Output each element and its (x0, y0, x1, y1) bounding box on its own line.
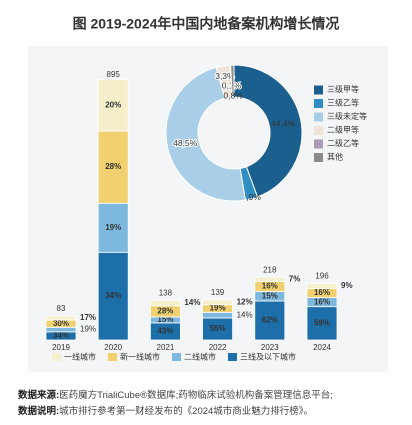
legend-label: 一线城市 (64, 352, 96, 362)
note: 数据说明:城市排行参考第一财经发布的《2024城市商业魅力排行榜》。 (17, 405, 313, 417)
data-label: 12% (237, 297, 253, 306)
data-label: 19% (80, 325, 96, 334)
bar-segment (306, 283, 338, 289)
data-label: 28% (157, 306, 173, 315)
data-label: 16% (262, 282, 278, 291)
bar-segment (97, 79, 129, 132)
data-label: 7% (289, 274, 301, 283)
bar-segment (45, 315, 77, 321)
legend-label: 二级甲等 (327, 125, 359, 135)
data-label: 16% (314, 297, 330, 306)
data-label: 20% (105, 100, 121, 109)
note-text: 城市排行参考第一财经发布的《2024城市商业魅力排行榜》。 (59, 405, 313, 417)
legend-swatch (52, 353, 61, 361)
x-tick-label: 2024 (313, 343, 331, 352)
total-label: 139 (211, 288, 225, 297)
legend-label: 三级甲等 (327, 84, 359, 94)
legend-label: 其他 (327, 152, 343, 162)
data-label: 43% (157, 327, 173, 336)
data-label: 9% (341, 281, 353, 290)
data-label: 19% (105, 223, 121, 232)
donut-slice (233, 64, 303, 198)
legend-swatch (314, 99, 323, 108)
bar-segment (254, 300, 286, 341)
note: 数据来源:医药魔方TrialiCube®数据库;药物临床试验机构备案管理信息平台… (17, 389, 333, 401)
legend-label: 三线及以下城市 (240, 352, 296, 362)
data-label: 62% (262, 316, 278, 325)
legend-swatch (314, 139, 323, 149)
note-label: 数据来源: (17, 389, 59, 401)
donut-slice (165, 66, 247, 202)
x-tick-label: 2023 (261, 343, 279, 352)
bar-segment (306, 306, 338, 341)
total-label: 196 (315, 272, 329, 281)
data-label: 15% (262, 291, 278, 300)
x-tick-label: 2021 (157, 343, 175, 352)
note-text: 医药魔方TrialiCube®数据库;药物临床试验机构备案管理信息平台; (59, 389, 333, 401)
legend-swatch (314, 126, 323, 135)
total-label: 895 (107, 70, 121, 79)
legend-swatch (108, 353, 117, 361)
bar-segment (97, 202, 129, 253)
bar-segment (254, 276, 286, 282)
x-tick-label: 2019 (52, 343, 70, 352)
data-label: 14% (184, 298, 200, 307)
data-label: 59% (314, 318, 330, 327)
data-label: 34% (53, 331, 69, 340)
total-label: 218 (263, 265, 277, 274)
data-label: 28% (105, 162, 121, 171)
legend-label: 三级未定等 (327, 111, 367, 121)
data-label: 30% (53, 319, 69, 328)
bar-segment (97, 130, 129, 204)
legend-label: 二线城市 (184, 352, 216, 362)
data-label: 16% (314, 288, 330, 297)
data-label: 44,4% (271, 118, 296, 128)
legend-swatch (314, 85, 323, 95)
data-label: 48,5% (173, 138, 198, 148)
data-label: 0,8% (223, 90, 243, 100)
legend-label: 三级乙等 (327, 98, 359, 108)
data-label: 14% (237, 310, 253, 319)
legend-swatch (172, 353, 181, 361)
data-label: 34% (105, 291, 121, 300)
data-label: 2,9% (242, 192, 262, 202)
legend-label: 二级乙等 (327, 138, 359, 148)
x-tick-label: 2020 (104, 343, 122, 352)
x-tick-label: 2022 (209, 343, 227, 352)
bar-segment (202, 299, 234, 306)
bar-segment (202, 311, 234, 319)
bar-segment (149, 299, 181, 307)
donut-slice (230, 64, 235, 98)
total-label: 138 (159, 288, 173, 297)
data-label: 55% (210, 324, 226, 333)
legend-swatch (314, 153, 323, 162)
bar-segment (45, 326, 77, 333)
legend-swatch (314, 112, 323, 122)
data-label: 17% (80, 313, 96, 322)
data-label: 19% (210, 304, 226, 313)
legend-swatch (228, 353, 237, 361)
chart-title: 图 2019-2024年中国内地备案机构增长情况 (73, 16, 340, 32)
data-label: 15% (157, 315, 173, 324)
note-label: 数据说明: (17, 405, 59, 417)
legend-label: 新一线城市 (120, 352, 160, 362)
total-label: 83 (57, 304, 66, 313)
